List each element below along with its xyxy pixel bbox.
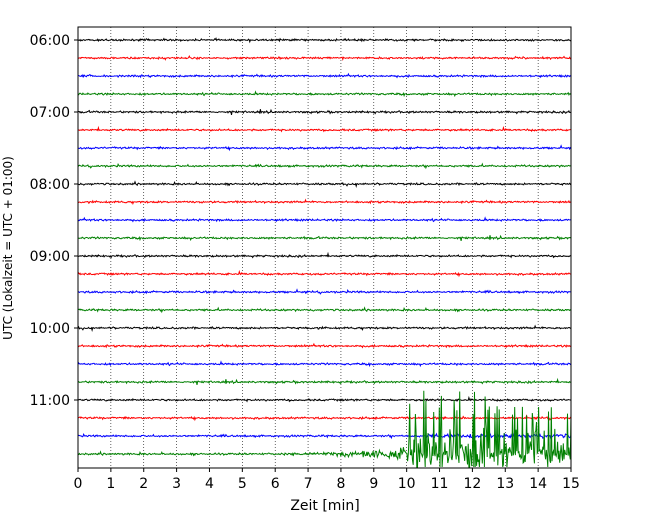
x-tick-label: 7	[304, 476, 313, 492]
trace-1030	[77, 360, 572, 368]
trace-0815	[77, 198, 572, 205]
x-tick-label: 9	[369, 476, 378, 492]
y-axis-title: UTC (Lokalzeit = UTC + 01:00)	[1, 156, 15, 340]
trace-0745	[77, 162, 572, 170]
y-tick-label: 07:00	[30, 105, 70, 121]
trace-1145	[77, 390, 572, 468]
x-tick-label: 1	[106, 476, 115, 492]
plot-frame	[77, 26, 572, 469]
seismogram-traces	[77, 37, 572, 468]
trace-0645	[77, 90, 572, 98]
trace-0615	[77, 54, 572, 62]
x-tick-label: 13	[496, 476, 514, 492]
trace-1045	[77, 377, 572, 386]
x-tick-label: 8	[336, 476, 345, 492]
x-tick-label: 11	[431, 476, 449, 492]
x-tick-label: 0	[74, 476, 83, 492]
x-tick-label: 10	[398, 476, 416, 492]
x-tick-label: 2	[139, 476, 148, 492]
x-tick-label: 6	[271, 476, 280, 492]
trace-1015	[77, 342, 572, 349]
trace-1100	[77, 395, 572, 403]
trace-0715	[77, 125, 572, 133]
x-tick-label: 3	[172, 476, 181, 492]
x-tick-label: 4	[205, 476, 214, 492]
trace-0800	[77, 180, 572, 189]
trace-0600	[77, 37, 572, 44]
y-tick-label: 08:00	[30, 177, 70, 193]
y-tick-label: 09:00	[30, 249, 70, 265]
trace-0630	[77, 72, 572, 79]
trace-0915	[77, 269, 571, 278]
y-tick-label: 06:00	[30, 33, 70, 49]
x-tick-label: 12	[463, 476, 481, 492]
x-tick-label: 5	[238, 476, 247, 492]
y-axis-ticks: 06:00 07:00 08:00 09:00 10:00 11:00	[30, 33, 78, 409]
trace-0700	[78, 108, 572, 116]
trace-0945	[77, 306, 572, 314]
x-tick-label: 14	[529, 476, 547, 492]
trace-0830	[77, 216, 572, 223]
y-tick-label: 10:00	[30, 321, 70, 337]
trace-0930	[77, 288, 572, 295]
x-axis-ticks: 0 1 2 3 4 5 6 7 8 9 10 11 12 13 14 15	[74, 468, 580, 492]
y-tick-label: 11:00	[30, 393, 70, 409]
x-axis-title: Zeit [min]	[290, 498, 359, 514]
trace-0900	[77, 251, 572, 259]
x-tick-label: 15	[562, 476, 580, 492]
trace-0730	[77, 144, 572, 152]
trace-0845	[77, 234, 572, 242]
trace-1000	[77, 324, 571, 333]
